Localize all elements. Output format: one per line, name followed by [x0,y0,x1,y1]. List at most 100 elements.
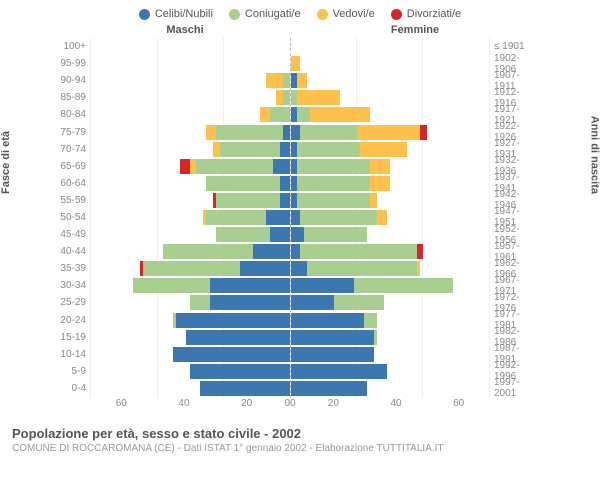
pyramid-row: 0-4 1997-2001 [60,380,540,397]
bar-segment [276,90,283,105]
age-label: 40-44 [60,246,90,257]
bar-segment [253,244,290,259]
age-label: 50-54 [60,212,90,223]
bar-segment [291,381,367,396]
x-tick: 40 [153,398,216,418]
pyramid-row: 60-64 1937-1941 [60,175,540,192]
bar-segment [206,176,279,191]
x-tick: 20 [302,398,365,418]
female-bar [291,244,491,259]
female-bar [291,381,491,396]
pyramid-row: 65-69 1932-1936 [60,158,540,175]
bar-segment [307,261,417,276]
bar-segment [297,176,370,191]
female-bar [291,261,491,276]
bar-segment [283,73,290,88]
female-bar [291,210,491,225]
age-label: 5-9 [60,366,90,377]
bar-segment [291,347,374,362]
male-bar [90,261,290,276]
bar-segment [216,227,269,242]
x-axis: 0204060 0204060 [60,398,540,418]
chart-rows: 100+ ≤ 1901 95-99 1902-1906 90-94 1907-1… [60,38,540,398]
age-label: 10-14 [60,349,90,360]
x-tick: 20 [215,398,278,418]
legend-dot-icon [139,9,150,20]
female-header: Femmine [300,24,530,36]
bar-segment [370,159,390,174]
bar-segment [297,73,307,88]
female-bar [291,364,491,379]
female-bar [291,313,491,328]
bar-segment [291,193,298,208]
x-axis-right: 0204060 [290,398,490,418]
legend-dot-icon [229,9,240,20]
bar-segment [206,125,216,140]
bar-segment [291,295,334,310]
pyramid-row: 20-24 1977-1981 [60,312,540,329]
male-bar [90,347,290,362]
pyramid-row: 75-79 1922-1926 [60,123,540,140]
bar-segment [310,107,370,122]
male-bar [90,73,290,88]
legend: Celibi/NubiliConiugati/eVedovi/eDivorzia… [0,0,600,24]
bar-segment [291,125,301,140]
bar-segment [291,176,298,191]
bar-segment [206,210,266,225]
pyramid-row: 70-74 1927-1931 [60,141,540,158]
x-tick: 60 [427,398,490,418]
bar-segment [210,295,290,310]
bar-segment [297,193,370,208]
bar-segment [216,125,282,140]
pyramid-row: 15-19 1982-1986 [60,329,540,346]
bar-segment [200,381,290,396]
male-bar [90,142,290,157]
footer: Popolazione per età, sesso e stato civil… [0,418,600,454]
bar-segment [196,159,272,174]
gender-headers: Maschi Femmine [0,24,600,36]
bar-segment [291,261,308,276]
age-label: 25-29 [60,297,90,308]
bar-segment [291,56,301,71]
male-header: Maschi [70,24,300,36]
pyramid-row: 35-39 1962-1966 [60,260,540,277]
female-bar [291,193,491,208]
population-pyramid-chart: Fasce di età Anni di nascita 100+ ≤ 1901… [10,38,590,418]
age-label: 90-94 [60,75,90,86]
age-label: 15-19 [60,332,90,343]
bar-segment [377,210,387,225]
bar-segment [304,227,367,242]
age-label: 65-69 [60,161,90,172]
female-bar [291,176,491,191]
bar-segment [291,159,298,174]
chart-subtitle: COMUNE DI ROCCAROMANA (CE) - Dati ISTAT … [12,443,588,454]
bar-segment [291,364,387,379]
y-axis-label-right: Anni di nascita [588,116,600,194]
bar-segment [297,90,340,105]
bar-segment [357,125,420,140]
age-label: 85-89 [60,92,90,103]
legend-dot-icon [391,9,402,20]
age-label: 20-24 [60,315,90,326]
pyramid-row: 50-54 1947-1951 [60,209,540,226]
bar-segment [297,159,370,174]
bar-segment [360,142,407,157]
male-bar [90,125,290,140]
x-tick: 40 [365,398,428,418]
bar-segment [291,244,301,259]
bar-segment [266,73,283,88]
x-axis-left: 0204060 [90,398,290,418]
male-bar [90,210,290,225]
legend-label: Celibi/Nubili [155,8,213,20]
bar-segment [291,330,374,345]
bar-segment [370,193,377,208]
x-tick: 0 [290,398,302,418]
male-bar [90,330,290,345]
male-bar [90,39,290,54]
legend-item: Vedovi/e [317,8,375,20]
female-bar [291,227,491,242]
bar-segment [173,347,289,362]
legend-dot-icon [317,9,328,20]
bar-segment [300,244,416,259]
bar-segment [291,107,298,122]
